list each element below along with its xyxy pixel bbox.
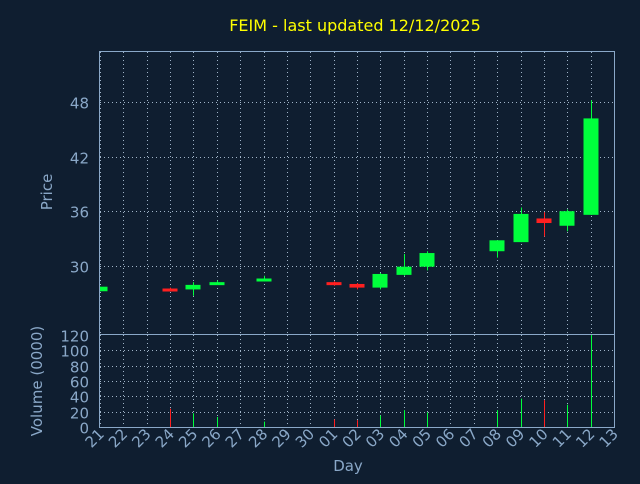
volume-tick-label: 80	[70, 359, 89, 377]
x-tick-label: 03	[362, 425, 388, 451]
x-tick-label: 08	[479, 425, 505, 451]
price-axis-label: Price	[38, 174, 56, 211]
volume-tick-label: 120	[60, 328, 89, 346]
candle-body	[256, 278, 272, 282]
x-tick-label: 22	[105, 425, 131, 451]
price-tick-label: 30	[70, 259, 89, 277]
volume-bars	[170, 335, 592, 427]
candle-body	[559, 211, 575, 226]
volume-tick-label: 0	[79, 420, 89, 438]
x-tick-label: 26	[198, 425, 224, 451]
x-tick-label: 12	[572, 425, 598, 451]
price-y-ticks: 30 36 42 48	[70, 95, 89, 277]
x-tick-label: 07	[455, 425, 481, 451]
x-tick-label: 29	[269, 425, 295, 451]
price-tick-label: 42	[70, 150, 89, 168]
volume-panel-frame	[99, 334, 615, 428]
candle-body	[100, 286, 108, 292]
candle-body	[185, 284, 201, 290]
volume-tick-label: 40	[70, 389, 89, 407]
x-tick-label: 25	[175, 425, 201, 451]
candle-body	[162, 288, 178, 292]
candle-body	[583, 118, 599, 215]
x-tick-label: 27	[222, 425, 248, 451]
volume-tick-label: 100	[60, 343, 89, 361]
candle-body	[419, 253, 435, 267]
x-tick-label: 02	[339, 425, 365, 451]
price-candles	[100, 100, 599, 296]
x-tick-label: 30	[292, 425, 318, 451]
candle-body	[326, 282, 342, 286]
price-tick-label: 48	[70, 95, 89, 113]
x-tick-label: 01	[315, 425, 341, 451]
volume-axis-label: Volume (0000)	[28, 326, 46, 436]
price-grid	[100, 52, 615, 334]
x-tick-label: 24	[152, 425, 178, 451]
x-tick-label: 06	[432, 425, 458, 451]
x-tick-label: 09	[502, 425, 528, 451]
price-tick-label: 36	[70, 204, 89, 222]
x-tick-label: 11	[549, 425, 575, 451]
x-tick-label: 04	[385, 425, 411, 451]
volume-tick-label: 20	[70, 405, 89, 423]
chart-title: FEIM - last updated 12/12/2025	[229, 16, 481, 35]
candle-body	[396, 266, 412, 275]
volume-grid	[100, 335, 615, 427]
x-tick-label: 05	[409, 425, 435, 451]
candle-body	[513, 213, 529, 243]
x-tick-label: 13	[596, 425, 622, 451]
x-tick-label: 28	[245, 425, 271, 451]
x-ticks: 2122232425262728293001020304050607080910…	[82, 425, 622, 451]
candle-body	[536, 218, 552, 224]
volume-tick-label: 60	[70, 374, 89, 392]
x-axis-label: Day	[333, 457, 363, 475]
x-tick-label: 10	[526, 425, 552, 451]
candle-body	[349, 283, 365, 288]
x-tick-label: 23	[128, 425, 154, 451]
candle-body	[209, 282, 225, 286]
candle-body	[372, 273, 388, 288]
candle-body	[489, 240, 505, 252]
